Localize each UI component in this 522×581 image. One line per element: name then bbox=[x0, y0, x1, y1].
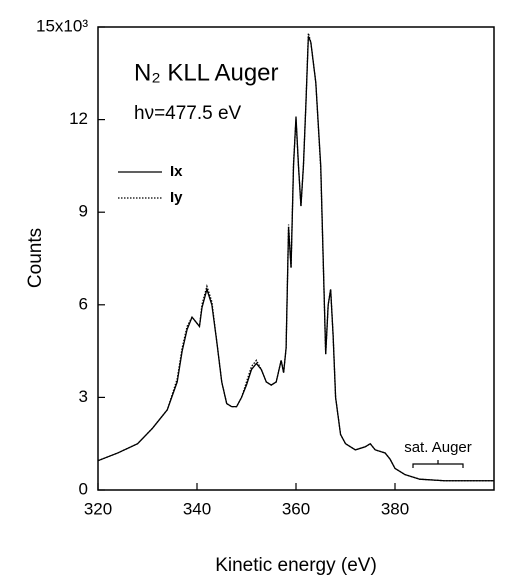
plot-frame bbox=[97, 26, 495, 491]
y-tick-label: 3 bbox=[79, 387, 88, 406]
data-line bbox=[97, 33, 494, 482]
annotation: sat. Auger bbox=[404, 439, 472, 456]
legend-label: Iy bbox=[170, 189, 183, 206]
y-tick-label: 12 bbox=[69, 109, 88, 128]
legend-label: Ix bbox=[170, 163, 183, 180]
y-tick-label: 6 bbox=[79, 294, 88, 313]
y-tick-label: 15x10³ bbox=[36, 16, 88, 35]
subtitle: hν=477.5 eV bbox=[134, 103, 242, 124]
y-tick-label: 9 bbox=[79, 202, 88, 221]
x-tick-label: 320 bbox=[84, 499, 112, 518]
y-tick-label: 0 bbox=[79, 479, 88, 498]
x-tick-label: 380 bbox=[381, 499, 409, 518]
x-axis-label: Kinetic energy (eV) bbox=[215, 555, 377, 576]
chart-title: N₂ KLL Auger bbox=[134, 59, 279, 86]
annotation-bracket bbox=[412, 460, 464, 468]
x-tick-label: 340 bbox=[183, 499, 211, 518]
y-axis-label: Counts bbox=[25, 228, 46, 288]
x-tick-label: 360 bbox=[282, 499, 310, 518]
